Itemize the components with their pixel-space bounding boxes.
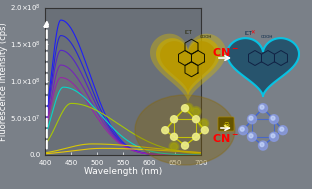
Circle shape	[239, 126, 248, 135]
PathPatch shape	[150, 34, 226, 102]
Circle shape	[170, 143, 178, 150]
Circle shape	[240, 127, 244, 131]
Circle shape	[280, 127, 284, 131]
Circle shape	[260, 143, 264, 147]
PathPatch shape	[227, 38, 299, 96]
Circle shape	[199, 119, 209, 129]
Circle shape	[183, 103, 193, 113]
Text: ☠: ☠	[222, 121, 230, 129]
Circle shape	[247, 115, 256, 124]
PathPatch shape	[227, 38, 299, 96]
Circle shape	[260, 105, 264, 109]
Circle shape	[170, 116, 178, 123]
Circle shape	[270, 132, 279, 141]
Circle shape	[191, 106, 201, 116]
Circle shape	[247, 132, 256, 141]
Circle shape	[170, 133, 178, 140]
Circle shape	[169, 142, 179, 152]
Circle shape	[162, 127, 169, 134]
PathPatch shape	[156, 38, 220, 96]
Circle shape	[193, 116, 199, 123]
Ellipse shape	[135, 95, 235, 165]
Circle shape	[182, 142, 188, 149]
Text: COOH: COOH	[261, 35, 273, 39]
Text: $\mathbf{CN^-}$: $\mathbf{CN^-}$	[212, 132, 238, 144]
Circle shape	[182, 105, 188, 112]
Circle shape	[249, 134, 253, 138]
Circle shape	[270, 115, 279, 124]
Circle shape	[259, 104, 267, 113]
Circle shape	[271, 134, 275, 138]
Circle shape	[249, 116, 253, 120]
Circle shape	[193, 108, 199, 115]
Circle shape	[185, 105, 192, 112]
Circle shape	[271, 116, 275, 120]
Circle shape	[200, 120, 207, 127]
Text: ICT: ICT	[244, 31, 252, 36]
Circle shape	[259, 141, 267, 150]
Text: $\mathbf{CN^-}$: $\mathbf{CN^-}$	[212, 46, 238, 58]
Circle shape	[278, 126, 287, 135]
X-axis label: Wavelength (nm): Wavelength (nm)	[84, 167, 162, 176]
Text: ✕: ✕	[250, 30, 255, 35]
Text: ICT: ICT	[184, 30, 192, 35]
Circle shape	[201, 127, 208, 134]
Text: COOH: COOH	[200, 35, 212, 39]
FancyBboxPatch shape	[218, 117, 234, 131]
Y-axis label: Fluorescence Intensity (cps): Fluorescence Intensity (cps)	[0, 22, 8, 141]
PathPatch shape	[160, 41, 216, 92]
Circle shape	[193, 133, 199, 140]
